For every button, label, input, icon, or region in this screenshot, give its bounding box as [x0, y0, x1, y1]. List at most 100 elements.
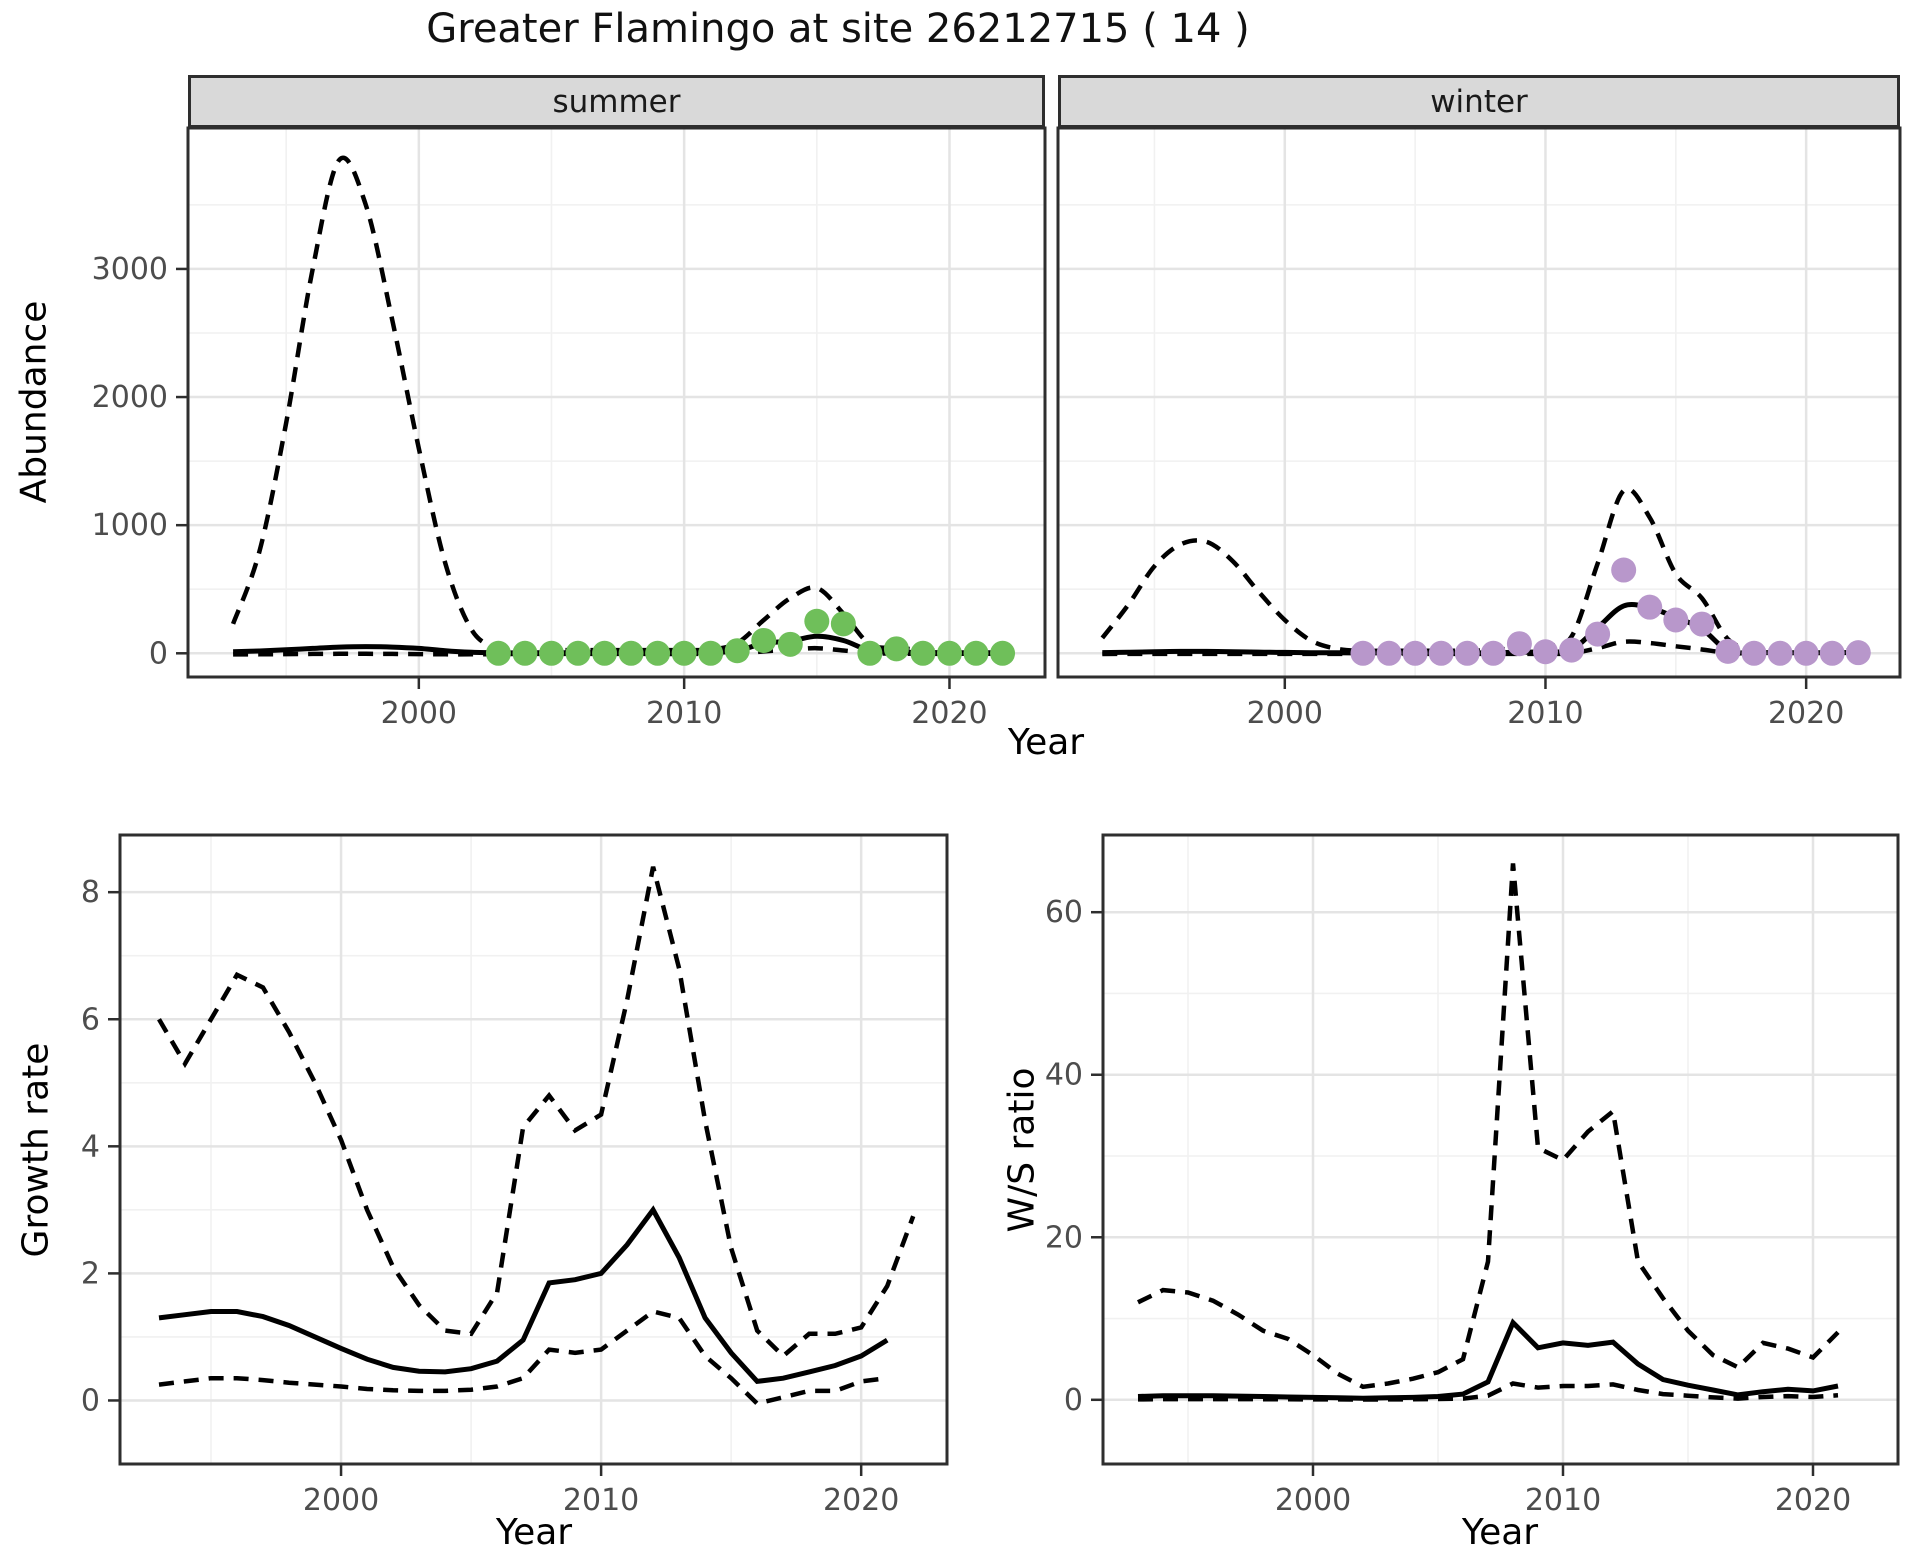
ws_ratio-panel: 2000 2010 2020 0 20 40 60 [1045, 833, 1900, 1518]
abundance_winter-panel: 2000 2010 2020 [1056, 126, 1902, 731]
growth_rate-x-axis: 2000 2010 2020 [303, 1464, 899, 1518]
data-point [1559, 637, 1585, 663]
ws_ratio-mean-line [1137, 1318, 1839, 1401]
abundance_winter-gridlines [1058, 128, 1900, 677]
y-tick-label: 8 [81, 875, 100, 910]
y-tick-label: 20 [1045, 1220, 1083, 1255]
y-tick-label: 3000 [92, 252, 168, 287]
data-point [1376, 640, 1402, 666]
data-point [1454, 640, 1480, 666]
ws_ratio-x-axis: 2000 2010 2020 [1275, 1464, 1851, 1518]
facet-strip-summer-label: summer [552, 83, 681, 120]
data-point [1350, 640, 1376, 666]
x-tick-label: 2010 [1525, 1483, 1601, 1518]
y-tick-label: 4 [81, 1129, 100, 1164]
data-point [777, 631, 803, 657]
y-tick-label: 0 [1064, 1383, 1083, 1418]
data-point [1793, 640, 1819, 666]
data-point [1402, 640, 1428, 666]
y-tick-label: 40 [1045, 1058, 1083, 1093]
abundance_summer-panel-border [186, 126, 1047, 679]
ws_ratio-lower_95ci-line [1137, 1381, 1839, 1402]
data-point [1689, 611, 1715, 637]
growth_rate-panel-border [118, 833, 949, 1466]
data-point [565, 640, 591, 666]
growth-rate-axis-title: Growth rate [15, 1042, 57, 1258]
x-tick-label: 2010 [563, 1483, 639, 1518]
data-point [1637, 594, 1663, 620]
abundance_summer-y-axis: 0 1000 2000 3000 [92, 252, 188, 671]
data-point [645, 640, 671, 666]
y-tick-label: 2 [81, 1256, 100, 1291]
data-point [618, 640, 644, 666]
y-tick-label: 1000 [92, 508, 168, 543]
data-point [751, 627, 777, 653]
data-point [1585, 621, 1611, 647]
abundance_summer-panel: 2000 2010 2020 0 1000 2000 3000 [92, 126, 1047, 731]
data-point [857, 640, 883, 666]
x-tick-label: 2010 [646, 696, 722, 731]
x-tick-label: 2020 [1775, 1483, 1851, 1518]
data-point [1767, 640, 1793, 666]
x-tick-label: 2000 [381, 696, 457, 731]
year-axis-title-bottom-left: Year [495, 1512, 573, 1553]
ws-ratio-axis-title: W/S ratio [1001, 1067, 1043, 1233]
data-point [1611, 557, 1637, 583]
x-tick-label: 2020 [823, 1483, 899, 1518]
data-point [538, 640, 564, 666]
data-point [883, 636, 909, 662]
chart-title: Greater Flamingo at site 26212715 ( 14 ) [426, 6, 1250, 52]
data-point [1506, 631, 1532, 657]
year-axis-title-bottom-right: Year [1461, 1512, 1539, 1553]
abundance_winter-panel-border [1056, 126, 1902, 679]
data-point [990, 640, 1016, 666]
y-tick-label: 60 [1045, 895, 1083, 930]
abundance_winter-upper_95ci-line [1100, 486, 1859, 654]
abundance_summer-x-axis: 2000 2010 2020 [381, 677, 988, 731]
ws_ratio-y-axis: 0 20 40 60 [1045, 895, 1103, 1418]
data-point [963, 640, 989, 666]
data-point [592, 640, 618, 666]
data-point [1845, 640, 1871, 666]
data-point [1663, 607, 1689, 633]
x-tick-label: 2000 [1275, 1483, 1351, 1518]
y-tick-label: 0 [81, 1383, 100, 1418]
abundance_summer-upper_95ci-line [230, 155, 1003, 653]
x-tick-label: 2000 [1247, 696, 1323, 731]
facet-strip-winter: winter [1058, 75, 1900, 128]
data-point [698, 640, 724, 666]
x-tick-label: 2000 [303, 1483, 379, 1518]
observed_counts_summer [485, 608, 1016, 666]
facet-strip-summer: summer [188, 75, 1045, 128]
y-tick-label: 2000 [92, 380, 168, 415]
growth_rate-gridlines [120, 835, 947, 1464]
facet-strip-winter-label: winter [1430, 83, 1528, 120]
data-point [936, 640, 962, 666]
x-tick-label: 2020 [911, 696, 987, 731]
growth_rate-panel: 2000 2010 2020 0 2 4 6 8 [81, 833, 949, 1518]
x-tick-label: 2020 [1768, 696, 1844, 731]
growth_rate-lower_95ci-line [158, 1309, 888, 1407]
data-point [724, 638, 750, 664]
abundance_summer-gridlines [188, 128, 1045, 677]
ws_ratio-upper_95ci-line [1137, 863, 1840, 1390]
data-point [1532, 639, 1558, 665]
abundance_winter-x-axis: 2000 2010 2020 [1247, 677, 1844, 731]
data-point [1715, 638, 1741, 664]
data-point [512, 640, 538, 666]
data-point [671, 640, 697, 666]
growth_rate-y-axis: 0 2 4 6 8 [81, 875, 120, 1418]
ws_ratio-gridlines [1103, 835, 1898, 1464]
data-point [1428, 640, 1454, 666]
x-tick-label: 2010 [1507, 696, 1583, 731]
data-point [910, 640, 936, 666]
data-point [1480, 640, 1506, 666]
observed_counts_winter [1350, 557, 1871, 666]
ws_ratio-panel-border [1101, 833, 1900, 1466]
growth_rate-upper_95ci-line [157, 866, 916, 1360]
abundance-axis-title: Abundance [13, 300, 55, 504]
data-point [1819, 640, 1845, 666]
data-point [804, 608, 830, 634]
